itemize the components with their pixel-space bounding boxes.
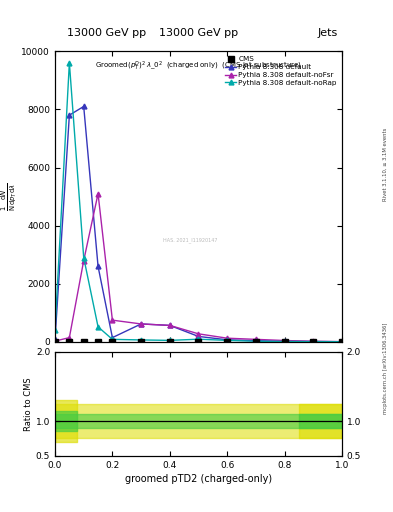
Pythia 8.308 default-noRap: [67, 60, 72, 66]
Pythia 8.308 default: [311, 338, 316, 345]
CMS: [81, 338, 86, 345]
CMS: [67, 339, 72, 345]
Pythia 8.308 default: [282, 338, 287, 344]
Pythia 8.308 default-noRap: [96, 324, 101, 330]
CMS: [282, 339, 287, 345]
CMS: [196, 339, 201, 345]
Text: Groomed$(p_T^D)^2\,\lambda\_0^2$  (charged only)  (CMS jet substructure): Groomed$(p_T^D)^2\,\lambda\_0^2$ (charge…: [95, 60, 302, 73]
Line: Pythia 8.308 default: Pythia 8.308 default: [53, 104, 344, 344]
Pythia 8.308 default-noFsr: [81, 258, 86, 264]
CMS: [253, 339, 258, 345]
CMS: [110, 339, 115, 345]
Y-axis label: $\frac{1}{\mathrm{N}}\frac{\mathrm{d}N}{\mathrm{d}p_T\mathrm{d}\lambda}$: $\frac{1}{\mathrm{N}}\frac{\mathrm{d}N}{…: [0, 182, 18, 211]
CMS: [139, 339, 143, 345]
Pythia 8.308 default-noFsr: [253, 336, 258, 343]
Pythia 8.308 default-noFsr: [110, 317, 115, 323]
Text: mcplots.cern.ch [arXiv:1306.3436]: mcplots.cern.ch [arXiv:1306.3436]: [383, 323, 387, 414]
Line: Pythia 8.308 default-noFsr: Pythia 8.308 default-noFsr: [53, 191, 344, 344]
Pythia 8.308 default-noFsr: [53, 338, 57, 344]
CMS: [167, 339, 172, 345]
Pythia 8.308 default-noFsr: [311, 338, 316, 344]
Pythia 8.308 default: [81, 103, 86, 110]
CMS: [340, 339, 344, 345]
Pythia 8.308 default: [253, 337, 258, 344]
Y-axis label: Ratio to CMS: Ratio to CMS: [24, 377, 33, 431]
Pythia 8.308 default-noRap: [167, 337, 172, 344]
Pythia 8.308 default-noFsr: [282, 337, 287, 344]
Legend: CMS, Pythia 8.308 default, Pythia 8.308 default-noFsr, Pythia 8.308 default-noRa: CMS, Pythia 8.308 default, Pythia 8.308 …: [222, 53, 340, 89]
Pythia 8.308 default-noRap: [53, 327, 57, 333]
CMS: [53, 339, 57, 345]
Line: Pythia 8.308 default-noRap: Pythia 8.308 default-noRap: [53, 60, 344, 344]
Pythia 8.308 default-noFsr: [225, 335, 230, 342]
Pythia 8.308 default-noRap: [282, 338, 287, 345]
Pythia 8.308 default: [96, 263, 101, 269]
Pythia 8.308 default: [53, 336, 57, 342]
Pythia 8.308 default-noFsr: [167, 323, 172, 329]
Bar: [55, 414, 342, 428]
X-axis label: groomed pTD2 (charged-only): groomed pTD2 (charged-only): [125, 474, 272, 484]
Pythia 8.308 default-noFsr: [139, 321, 143, 327]
Text: Rivet 3.1.10, ≥ 3.1M events: Rivet 3.1.10, ≥ 3.1M events: [383, 127, 387, 201]
CMS: [225, 339, 230, 345]
Pythia 8.308 default: [110, 334, 115, 340]
Pythia 8.308 default: [139, 321, 143, 327]
Pythia 8.308 default-noRap: [225, 337, 230, 344]
Pythia 8.308 default-noFsr: [96, 190, 101, 197]
Pythia 8.308 default: [340, 338, 344, 345]
CMS: [311, 339, 316, 345]
Pythia 8.308 default-noRap: [196, 336, 201, 343]
Text: 13000 GeV pp: 13000 GeV pp: [67, 28, 146, 38]
Pythia 8.308 default: [196, 333, 201, 339]
Bar: [55, 404, 342, 438]
Pythia 8.308 default: [67, 112, 72, 118]
Pythia 8.308 default-noRap: [311, 338, 316, 345]
Text: 13000 GeV pp: 13000 GeV pp: [159, 28, 238, 38]
Pythia 8.308 default: [225, 337, 230, 343]
Pythia 8.308 default-noFsr: [196, 331, 201, 337]
Text: HAS. 2021_l11920147: HAS. 2021_l11920147: [163, 238, 217, 243]
Line: CMS: CMS: [52, 339, 345, 345]
Pythia 8.308 default-noFsr: [67, 334, 72, 340]
Pythia 8.308 default-noRap: [110, 336, 115, 343]
Text: Jets: Jets: [318, 28, 338, 38]
Pythia 8.308 default-noRap: [139, 337, 143, 343]
Pythia 8.308 default-noRap: [253, 338, 258, 344]
Pythia 8.308 default: [167, 323, 172, 329]
Pythia 8.308 default-noRap: [81, 254, 86, 261]
Pythia 8.308 default-noFsr: [340, 338, 344, 345]
Pythia 8.308 default-noRap: [340, 338, 344, 345]
CMS: [96, 338, 101, 345]
